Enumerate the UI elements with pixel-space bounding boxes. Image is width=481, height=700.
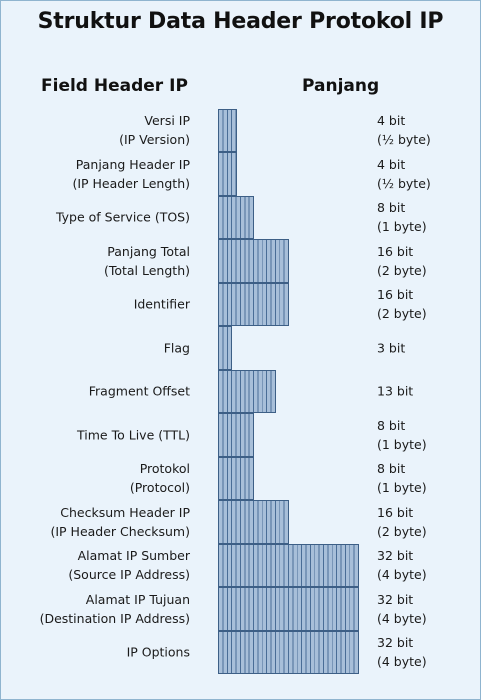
field-row: Panjang Header IP (IP Header Length) 4 bit… [0,152,481,196]
field-length: 16 bit (2 byte) [377,285,427,323]
field-length-line: (1 byte) [377,480,427,496]
field-name: Versi IP (IP Version) [119,111,190,149]
field-name: Fragment Offset [89,382,190,401]
field-length: 16 bit (2 byte) [377,503,427,541]
field-name-line: Checksum Header IP [60,504,190,520]
field-row: Panjang Total (Total Length) 16 bit (2 byte… [0,239,481,283]
field-length-line: (4 byte) [377,567,427,583]
field-row: Identifier 16 bit (2 byte) [0,282,481,326]
field-length: 13 bit [377,382,413,401]
bit-bar [218,413,254,457]
field-length-line: (2 byte) [377,523,427,539]
bit-bar [218,108,237,152]
field-length-line: (½ byte) [377,175,431,191]
bit-bar [218,152,237,196]
bit-bar [218,630,359,674]
field-row: IP Options 32 bit (4 byte) [0,630,481,674]
field-length-line: (2 byte) [377,306,427,322]
bit-bar [218,282,289,326]
field-length: 32 bit (4 byte) [377,633,427,671]
bit-bar [218,500,289,544]
field-length-line: 13 bit [377,383,414,399]
field-name-line: Flag [163,340,190,356]
field-column-header: Field Header IP [41,76,188,96]
field-name-line: Identifier [133,296,190,312]
field-length-line: 32 bit [377,635,414,651]
field-length-line: (½ byte) [377,132,431,148]
field-length-line: 32 bit [377,548,414,564]
bit-bar [218,369,276,413]
field-length-line: 16 bit [377,504,414,520]
field-length: 4 bit (½ byte) [377,111,431,149]
field-name-line: Protokol [139,461,190,477]
field-length-line: 8 bit [377,417,406,433]
field-length-line: 4 bit [377,156,406,172]
field-name-line: Versi IP [144,113,190,129]
field-name: Checksum Header IP (IP Header Checksum) [50,503,190,541]
field-name-line: IP Options [126,644,190,660]
field-length: 8 bit (1 byte) [377,416,427,454]
page-title: Struktur Data Header Protokol IP [37,9,444,34]
field-length-line: 3 bit [377,340,406,356]
field-row: Flag 3 bit [0,326,481,370]
field-name-line: Fragment Offset [88,383,190,399]
field-row: Checksum Header IP (IP Header Checksum) 16… [0,500,481,544]
length-column-header: Panjang [302,76,380,96]
field-length-line: 16 bit [377,243,414,259]
field-length-line: (4 byte) [377,654,427,670]
field-name-line: (IP Header Length) [72,175,190,191]
field-name-line: Type of Service (TOS) [55,209,190,225]
field-name: Panjang Header IP (IP Header Length) [72,155,190,193]
field-name-line: Alamat IP Tujuan [85,591,190,607]
field-name-line: Time To Live (TTL) [77,427,190,443]
field-length-line: 16 bit [377,287,414,303]
field-row: Alamat IP Sumber (Source IP Address) 32 bi… [0,543,481,587]
field-row: Time To Live (TTL) 8 bit (1 byte) [0,413,481,457]
field-row: Versi IP (IP Version) 4 bit (½ byte) [0,108,481,152]
field-length-line: 4 bit [377,113,406,129]
field-length-line: 8 bit [377,200,406,216]
field-name-line: (Destination IP Address) [39,610,190,626]
field-name-line: Panjang Total [107,243,190,259]
field-name-line: (Protocol) [129,480,190,496]
field-name-line: (IP Version) [119,132,190,148]
field-name-line: (IP Header Checksum) [50,523,190,539]
field-name-line: Panjang Header IP [75,156,190,172]
field-name: Alamat IP Sumber (Source IP Address) [68,546,190,584]
field-name-line: Alamat IP Sumber [77,548,190,564]
field-name: IP Options [127,643,190,662]
bit-bar [218,543,359,587]
field-length-line: (4 byte) [377,610,427,626]
bit-bar [218,326,233,370]
bit-bar [218,239,289,283]
field-length: 8 bit (1 byte) [377,459,427,497]
field-name-line: (Total Length) [103,262,190,278]
field-name: Panjang Total (Total Length) [104,242,190,280]
field-length-line: (1 byte) [377,219,427,235]
field-name: Flag [164,338,190,357]
field-length: 32 bit (4 byte) [377,590,427,628]
field-name-line: (Source IP Address) [68,567,190,583]
field-row: Fragment Offset 13 bit [0,369,481,413]
field-length: 4 bit (½ byte) [377,155,431,193]
field-length-line: (2 byte) [377,262,427,278]
field-length: 3 bit [377,338,405,357]
field-name: Protokol (Protocol) [130,459,190,497]
bit-bar [218,195,254,239]
bit-bar [218,587,359,631]
field-row: Alamat IP Tujuan (Destination IP Address)… [0,587,481,631]
field-row: Type of Service (TOS) 8 bit (1 byte) [0,195,481,239]
field-length: 32 bit (4 byte) [377,546,427,584]
field-length: 8 bit (1 byte) [377,198,427,236]
field-name: Type of Service (TOS) [56,208,190,227]
field-name: Alamat IP Tujuan (Destination IP Address) [40,590,190,628]
bit-bar [218,456,254,500]
field-row: Protokol (Protocol) 8 bit (1 byte) [0,456,481,500]
field-name: Time To Live (TTL) [77,425,190,444]
field-length: 16 bit (2 byte) [377,242,427,280]
field-name: Identifier [134,295,190,314]
field-length-line: 8 bit [377,461,406,477]
field-length-line: 32 bit [377,591,414,607]
field-length-line: (1 byte) [377,436,427,452]
